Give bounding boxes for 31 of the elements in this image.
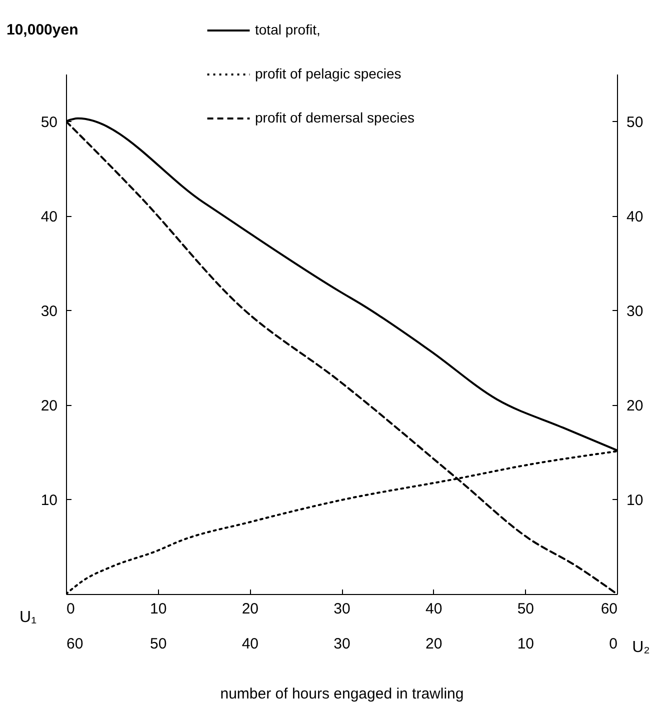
y-tick-label: 10 bbox=[40, 492, 58, 509]
y-tick-label: 40 bbox=[40, 208, 58, 226]
y-tick-label: 30 bbox=[40, 302, 58, 320]
text: U₁ bbox=[20, 609, 36, 626]
x-tick-label: 60 bbox=[600, 600, 618, 618]
x2-tick-label: 30 bbox=[334, 636, 350, 652]
y2-tick-label: 10 bbox=[626, 492, 644, 509]
x2-tick-label: 50 bbox=[150, 636, 167, 652]
x-tick-label: 0 bbox=[66, 600, 75, 618]
x-tick-label: 40 bbox=[425, 600, 442, 618]
x2-tick-label: 40 bbox=[242, 636, 259, 652]
x-tick-label: 50 bbox=[517, 600, 534, 618]
legend-label: total profit, bbox=[255, 22, 320, 38]
legend-label: profit of pelagic species bbox=[255, 66, 402, 82]
x-tick-label: 20 bbox=[242, 600, 259, 618]
text: U₂ bbox=[632, 639, 650, 656]
x-tick-label: 30 bbox=[334, 600, 350, 618]
x2-tick-label: 20 bbox=[425, 636, 442, 652]
x-tick-label: 10 bbox=[150, 600, 167, 618]
y2-tick-label: 20 bbox=[626, 397, 644, 414]
y2-tick-label: 30 bbox=[626, 302, 644, 320]
x2-tick-label: 60 bbox=[66, 636, 84, 652]
y-tick-label: 20 bbox=[40, 397, 58, 414]
x2-tick-label: 0 bbox=[609, 636, 618, 652]
legend-label: profit of demersal species bbox=[255, 110, 415, 126]
x2-tick-label: 10 bbox=[517, 636, 534, 652]
y2-tick-label: 40 bbox=[626, 208, 644, 226]
y-axis-title: 10,000yen bbox=[6, 22, 78, 38]
y2-tick-label: 50 bbox=[626, 114, 644, 131]
y-tick-label: 50 bbox=[40, 114, 58, 131]
x-axis-title: number of hours engaged in trawling bbox=[220, 686, 464, 702]
